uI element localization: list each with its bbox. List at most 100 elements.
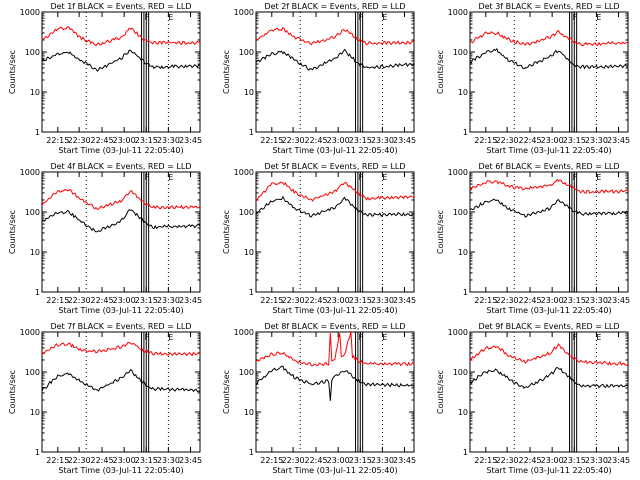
panel-det-4: Det 4f BLACK = Events, RED = LLD 1 10 100 10… [8,162,202,315]
y-tick-label: 1000 [234,8,254,17]
marker-label-e: E [596,13,601,22]
x-tick-label: 22:15 [474,136,497,145]
y-tick-label: 100 [25,368,40,377]
x-tick-label: 23:15 [349,456,372,465]
y-tick-label: 100 [25,48,40,57]
marker-label-f: F [573,13,578,22]
y-axis-label: Counts/sec [8,370,17,414]
panel-title: Det 1f BLACK = Events, RED = LLD [50,2,191,11]
y-tick-label: 100 [453,48,468,57]
y-tick-label: 1000 [20,328,40,337]
x-tick-label: 23:30 [371,456,394,465]
y-tick-label: 10 [458,408,468,417]
y-tick-label: 1 [249,128,254,137]
series-events-line [41,209,201,233]
x-tick-label: 22:15 [260,456,283,465]
x-tick-label: 23:00 [327,456,350,465]
x-tick-label: 22:30 [68,296,91,305]
y-tick-label: 100 [239,48,254,57]
plot-frame [469,11,629,133]
marker-label-e: E [596,173,601,182]
y-tick-label: 10 [244,88,254,97]
y-axis-label: Counts/sec [8,210,17,254]
plot-frame [41,11,201,133]
marker-label-e: E [168,333,173,342]
series-lld-line [41,25,201,47]
x-tick-label: 23:15 [349,296,372,305]
x-tick-label: 23:45 [607,456,630,465]
x-tick-label: 23:45 [393,296,416,305]
x-tick-label: 23:15 [135,296,158,305]
series-events-line [255,48,415,71]
y-tick-label: 1 [35,448,40,457]
series-events-line [469,366,629,389]
panel-title: Det 9f BLACK = Events, RED = LLD [478,322,619,331]
x-tick-label: 23:00 [327,296,350,305]
y-tick-label: 1000 [20,168,40,177]
x-tick-label: 22:45 [305,456,328,465]
marker-label-f: F [573,333,578,342]
x-axis-label: Start Time (03-Jul-11 22:05:40) [486,146,611,155]
panel-title: Det 2f BLACK = Events, RED = LLD [264,2,405,11]
x-tick-label: 22:30 [496,456,519,465]
x-tick-label: 22:45 [305,296,328,305]
marker-label-f: F [359,173,364,182]
x-tick-label: 22:45 [519,296,542,305]
x-tick-label: 23:30 [371,136,394,145]
y-tick-label: 100 [25,208,40,217]
x-tick-label: 22:30 [496,296,519,305]
x-tick-label: 23:30 [157,136,180,145]
series-events-line [41,369,201,393]
y-tick-label: 10 [244,408,254,417]
x-tick-label: 23:15 [349,136,372,145]
y-axis-label: Counts/sec [222,210,231,254]
panel-det-1: Det 1f BLACK = Events, RED = LLD 1 10 100 10… [8,2,202,155]
x-tick-label: 22:15 [260,296,283,305]
y-tick-label: 1 [35,288,40,297]
x-tick-label: 22:45 [305,136,328,145]
x-axis-label: Start Time (03-Jul-11 22:05:40) [486,466,611,475]
y-tick-label: 10 [458,88,468,97]
series-lld-line [469,178,629,194]
x-tick-label: 23:45 [179,296,202,305]
plot-frame [255,11,415,133]
x-tick-label: 23:30 [585,136,608,145]
series-events-line [469,198,629,218]
y-tick-label: 1 [249,448,254,457]
y-tick-label: 10 [30,408,40,417]
x-tick-label: 23:00 [541,136,564,145]
series-lld-line [41,341,201,357]
x-tick-label: 23:45 [607,136,630,145]
x-tick-label: 22:30 [282,296,305,305]
marker-label-e: E [382,13,387,22]
panel-det-8: Det 8f BLACK = Events, RED = LLD 1 10 100 10… [222,322,416,475]
y-tick-label: 1000 [448,8,468,17]
series-lld-line [41,188,201,210]
x-tick-label: 22:45 [519,136,542,145]
x-tick-label: 23:30 [157,296,180,305]
x-tick-label: 23:15 [135,136,158,145]
series-lld-line [255,26,415,46]
series-events-line [41,49,201,72]
panel-det-9: Det 9f BLACK = Events, RED = LLD 1 10 100 10… [436,322,630,475]
marker-label-f: F [145,173,150,182]
marker-label-e: E [382,173,387,182]
panel-det-7: Det 7f BLACK = Events, RED = LLD 1 10 100 10… [8,322,202,475]
x-tick-label: 23:30 [585,456,608,465]
x-tick-label: 22:45 [519,456,542,465]
panel-det-6: Det 6f BLACK = Events, RED = LLD 1 10 100 10… [436,162,630,315]
y-axis-label: Counts/sec [436,50,445,94]
x-tick-label: 23:00 [113,296,136,305]
x-axis-label: Start Time (03-Jul-11 22:05:40) [58,466,183,475]
x-axis-label: Start Time (03-Jul-11 22:05:40) [58,146,183,155]
y-tick-label: 100 [239,208,254,217]
plot-frame [41,171,201,293]
y-tick-label: 10 [30,88,40,97]
x-tick-label: 22:15 [46,136,69,145]
panel-title: Det 6f BLACK = Events, RED = LLD [478,162,619,171]
y-tick-label: 1000 [20,8,40,17]
marker-label-e: E [382,333,387,342]
plot-frame [255,331,415,453]
series-events-line [255,195,415,218]
